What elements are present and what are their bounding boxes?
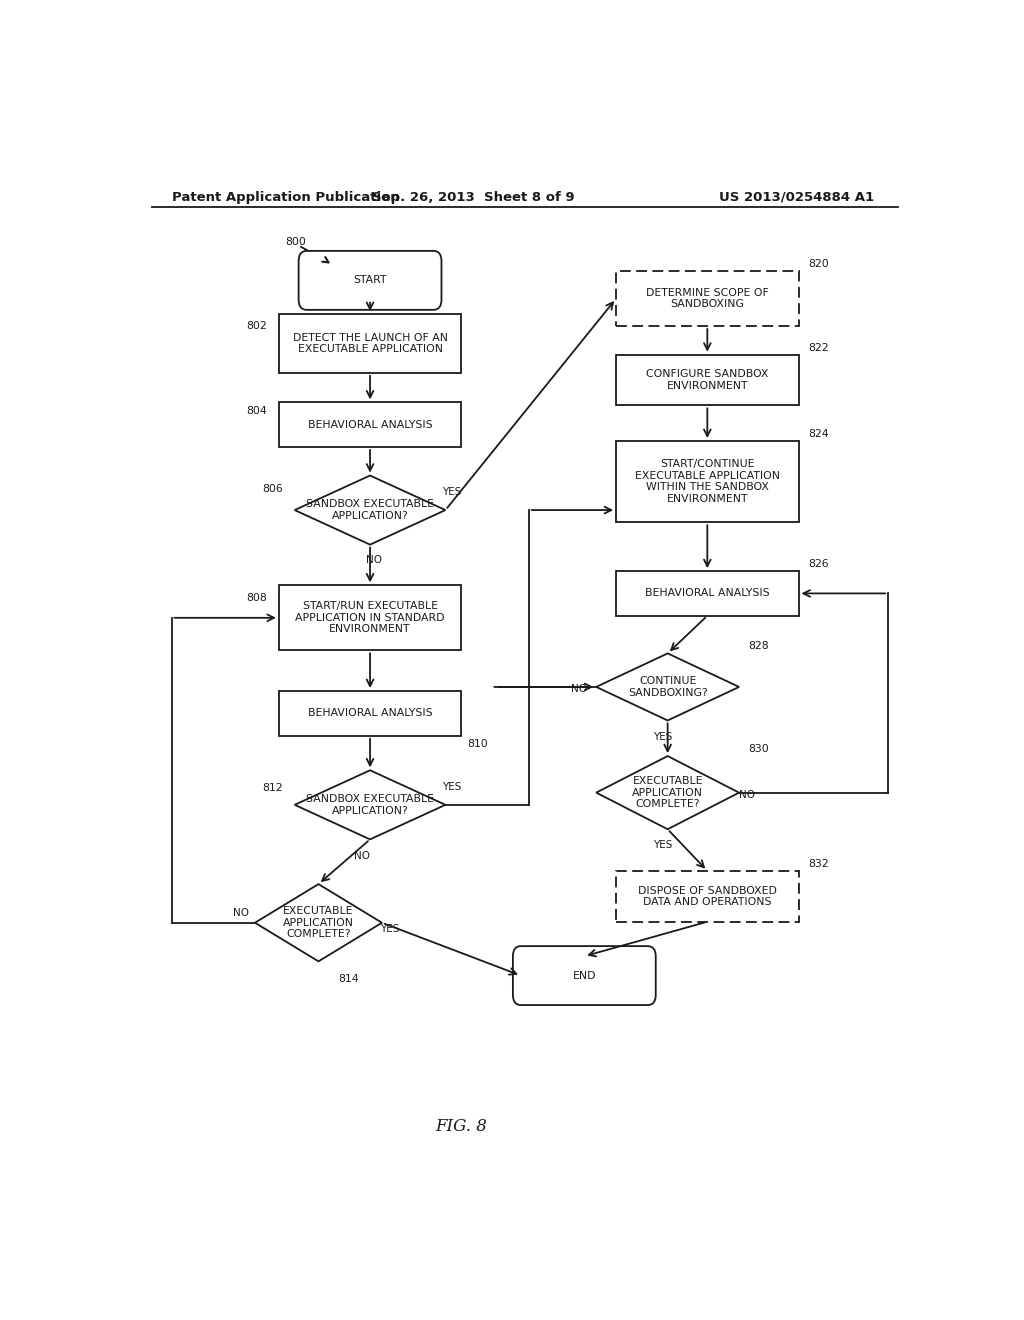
Polygon shape: [596, 653, 739, 721]
Text: BEHAVIORAL ANALYSIS: BEHAVIORAL ANALYSIS: [308, 709, 432, 718]
Text: 802: 802: [246, 321, 267, 331]
Text: 826: 826: [808, 560, 828, 569]
Text: 810: 810: [468, 739, 488, 748]
Text: YES: YES: [653, 731, 673, 742]
Text: DETECT THE LAUNCH OF AN
EXECUTABLE APPLICATION: DETECT THE LAUNCH OF AN EXECUTABLE APPLI…: [293, 333, 447, 354]
Text: CONTINUE
SANDBOXING?: CONTINUE SANDBOXING?: [628, 676, 708, 698]
Text: NO: NO: [232, 908, 249, 917]
Text: NO: NO: [570, 684, 587, 694]
Polygon shape: [295, 771, 445, 840]
Text: 820: 820: [808, 259, 828, 269]
Text: 830: 830: [749, 744, 769, 754]
Text: Sep. 26, 2013  Sheet 8 of 9: Sep. 26, 2013 Sheet 8 of 9: [372, 190, 574, 203]
Text: END: END: [572, 970, 596, 981]
Text: START/RUN EXECUTABLE
APPLICATION IN STANDARD
ENVIRONMENT: START/RUN EXECUTABLE APPLICATION IN STAN…: [295, 601, 444, 635]
Text: 804: 804: [246, 407, 267, 416]
Text: NO: NO: [739, 789, 755, 800]
Text: BEHAVIORAL ANALYSIS: BEHAVIORAL ANALYSIS: [645, 589, 770, 598]
Text: YES: YES: [442, 781, 462, 792]
FancyBboxPatch shape: [616, 271, 799, 326]
Text: DISPOSE OF SANDBOXED
DATA AND OPERATIONS: DISPOSE OF SANDBOXED DATA AND OPERATIONS: [638, 886, 777, 907]
Text: 812: 812: [262, 783, 283, 792]
Text: 824: 824: [808, 429, 828, 440]
Text: YES: YES: [442, 487, 462, 496]
Text: EXECUTABLE
APPLICATION
COMPLETE?: EXECUTABLE APPLICATION COMPLETE?: [283, 906, 354, 940]
Text: FIG. 8: FIG. 8: [435, 1118, 487, 1134]
Bar: [279, 690, 461, 735]
Text: SANDBOX EXECUTABLE
APPLICATION?: SANDBOX EXECUTABLE APPLICATION?: [306, 499, 434, 521]
Text: YES: YES: [653, 841, 673, 850]
Text: DETERMINE SCOPE OF
SANDBOXING: DETERMINE SCOPE OF SANDBOXING: [646, 288, 769, 309]
FancyBboxPatch shape: [616, 871, 799, 921]
Bar: [279, 403, 461, 447]
Text: 822: 822: [808, 342, 828, 352]
Text: 800: 800: [285, 236, 306, 247]
Text: 806: 806: [262, 484, 283, 494]
Bar: [616, 355, 799, 405]
Polygon shape: [295, 475, 445, 545]
Bar: [279, 314, 461, 372]
Text: START/CONTINUE
EXECUTABLE APPLICATION
WITHIN THE SANDBOX
ENVIRONMENT: START/CONTINUE EXECUTABLE APPLICATION WI…: [635, 459, 780, 504]
Text: NO: NO: [354, 850, 370, 861]
Text: NO: NO: [366, 554, 382, 565]
Polygon shape: [255, 884, 382, 961]
Polygon shape: [596, 756, 739, 829]
Text: BEHAVIORAL ANALYSIS: BEHAVIORAL ANALYSIS: [308, 420, 432, 430]
Text: 808: 808: [246, 593, 267, 603]
Text: 828: 828: [749, 642, 769, 651]
Text: 832: 832: [808, 859, 828, 869]
Bar: [616, 572, 799, 616]
Text: Patent Application Publication: Patent Application Publication: [172, 190, 399, 203]
Text: EXECUTABLE
APPLICATION
COMPLETE?: EXECUTABLE APPLICATION COMPLETE?: [632, 776, 703, 809]
Text: SANDBOX EXECUTABLE
APPLICATION?: SANDBOX EXECUTABLE APPLICATION?: [306, 795, 434, 816]
Bar: [616, 441, 799, 523]
FancyBboxPatch shape: [299, 251, 441, 310]
Bar: [279, 585, 461, 651]
Text: CONFIGURE SANDBOX
ENVIRONMENT: CONFIGURE SANDBOX ENVIRONMENT: [646, 370, 769, 391]
Text: 814: 814: [338, 974, 359, 983]
Text: US 2013/0254884 A1: US 2013/0254884 A1: [719, 190, 873, 203]
FancyBboxPatch shape: [513, 946, 655, 1005]
Text: YES: YES: [380, 924, 399, 933]
Text: START: START: [353, 276, 387, 285]
